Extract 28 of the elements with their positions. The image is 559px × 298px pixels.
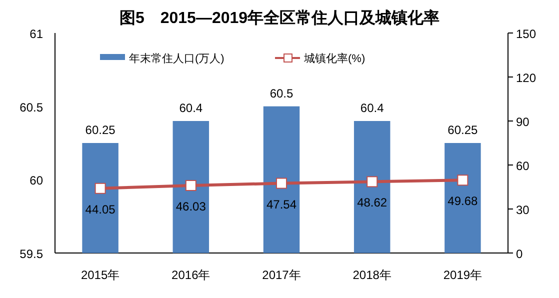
data-label: 48.62 [357,196,388,210]
legend-label: 城镇化率(%) [303,52,366,65]
data-label: 44.05 [85,202,116,216]
data-label: 60.4 [179,101,203,115]
data-label: 47.54 [266,197,297,212]
chart-title: 图5 2015—2019年全区常住人口及城镇化率 [119,8,440,27]
data-label: 60.4 [360,101,384,115]
x-tick-label: 2015年 [80,268,120,282]
x-tick-label: 2016年 [172,268,210,282]
data-label: 46.03 [176,199,206,214]
y2-tick-label: 30 [516,203,530,217]
y2-tick-label: 90 [516,115,530,129]
data-label: 49.68 [448,194,478,208]
data-label: 60.25 [448,123,478,137]
y-tick-label: 61 [30,27,44,41]
y-tick-label: 59.5 [20,247,44,261]
y2-tick-label: 120 [516,71,536,85]
data-label: 60.25 [85,123,116,137]
legend-label: 年末常住人口(万人) [129,52,224,65]
x-tick-label: 2019年 [443,268,482,282]
y-tick-label: 60.5 [20,100,44,114]
data-label: 60.5 [270,86,294,100]
y2-tick-label: 150 [516,27,536,41]
y2-tick-label: 60 [516,159,530,173]
x-tick-label: 2018年 [352,268,392,282]
y-tick-label: 60 [30,174,44,188]
y2-tick-label: 0 [516,247,523,261]
x-tick-label: 2017年 [262,268,301,282]
